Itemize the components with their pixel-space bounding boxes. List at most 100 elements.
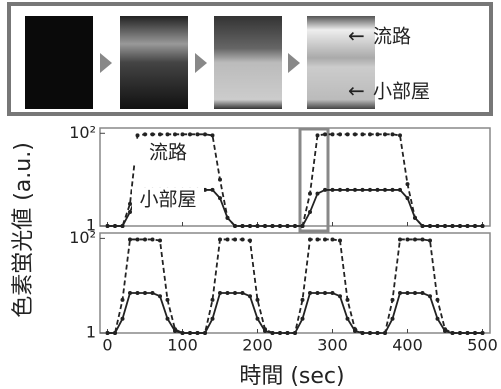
- arrow: ←: [348, 79, 365, 103]
- data-point: [166, 317, 170, 321]
- data-point: [211, 298, 215, 302]
- y-tick-label: 10²: [69, 228, 96, 247]
- data-point: [383, 331, 387, 335]
- annotation: 小部屋: [139, 189, 196, 211]
- data-point: [233, 291, 237, 295]
- data-point: [256, 298, 260, 302]
- series-line: [108, 239, 483, 333]
- data-point: [293, 224, 297, 228]
- data-point: [263, 224, 267, 228]
- data-point: [151, 237, 155, 241]
- data-point: [271, 331, 275, 335]
- data-point: [188, 331, 192, 335]
- data-point: [346, 132, 350, 136]
- x-tick-label: 100: [167, 336, 198, 355]
- data-point: [376, 188, 380, 192]
- data-point: [263, 329, 267, 333]
- data-point: [166, 132, 170, 136]
- micrograph: [307, 16, 375, 109]
- x-tick-label: 200: [242, 336, 273, 355]
- data-point: [323, 132, 327, 136]
- data-point: [391, 317, 395, 321]
- data-point: [353, 329, 357, 333]
- data-point: [196, 132, 200, 136]
- data-point: [226, 237, 230, 241]
- micrograph: [120, 16, 188, 109]
- x-tick-label: 0: [102, 336, 112, 355]
- data-point: [436, 317, 440, 321]
- data-point: [421, 291, 425, 295]
- data-point: [143, 237, 147, 241]
- arrow: ←: [348, 24, 365, 48]
- y-tick-label: 10²: [69, 123, 96, 142]
- data-point: [128, 210, 132, 214]
- data-point: [136, 237, 140, 241]
- data-point: [173, 329, 177, 333]
- data-point: [398, 237, 402, 241]
- data-point: [338, 239, 342, 243]
- data-point: [196, 331, 200, 335]
- data-point: [391, 132, 395, 136]
- data-point: [391, 298, 395, 302]
- data-point: [106, 224, 110, 228]
- data-point: [128, 202, 132, 206]
- data-point: [473, 224, 477, 228]
- data-point: [331, 237, 335, 241]
- data-point: [383, 188, 387, 192]
- data-point: [308, 291, 312, 295]
- data-point: [421, 237, 425, 241]
- data-point: [301, 224, 305, 228]
- data-point: [226, 216, 230, 220]
- x-tick-label: 300: [317, 336, 348, 355]
- data-point: [361, 132, 365, 136]
- data-point: [271, 224, 275, 228]
- data-point: [443, 329, 447, 333]
- y-axis-label: 色素蛍光値 (a.u.): [11, 142, 36, 318]
- data-point: [136, 291, 140, 295]
- data-point: [218, 291, 222, 295]
- data-point: [316, 133, 320, 137]
- data-point: [436, 224, 440, 228]
- data-point: [301, 317, 305, 321]
- data-point: [308, 237, 312, 241]
- data-point: [353, 132, 357, 136]
- data-point: [173, 132, 177, 136]
- x-axis-label: 時間 (sec): [239, 364, 344, 389]
- data-point: [128, 237, 132, 241]
- data-point: [458, 224, 462, 228]
- data-point: [158, 132, 162, 136]
- data-point: [391, 188, 395, 192]
- data-point: [413, 237, 417, 241]
- data-point: [473, 331, 477, 335]
- data-point: [361, 331, 365, 335]
- data-point: [211, 188, 215, 192]
- data-point: [428, 239, 432, 243]
- data-point: [211, 317, 215, 321]
- data-point: [143, 132, 147, 136]
- data-point: [211, 133, 215, 137]
- data-point: [256, 317, 260, 321]
- data-point: [368, 188, 372, 192]
- data-point: [398, 291, 402, 295]
- panel-label: 小部屋: [373, 81, 430, 103]
- data-point: [451, 331, 455, 335]
- data-point: [293, 331, 297, 335]
- data-point: [316, 237, 320, 241]
- data-point: [413, 291, 417, 295]
- micrograph: [25, 16, 93, 109]
- data-point: [338, 188, 342, 192]
- annotation: 流路: [149, 142, 187, 164]
- data-point: [233, 237, 237, 241]
- data-point: [241, 237, 245, 241]
- data-point: [136, 133, 140, 137]
- data-point: [128, 291, 132, 295]
- data-point: [406, 182, 410, 186]
- data-point: [308, 192, 312, 196]
- data-point: [106, 331, 110, 335]
- data-point: [331, 132, 335, 136]
- data-point: [421, 224, 425, 228]
- data-point: [458, 331, 462, 335]
- data-point: [323, 237, 327, 241]
- data-point: [166, 298, 170, 302]
- data-point: [316, 192, 320, 196]
